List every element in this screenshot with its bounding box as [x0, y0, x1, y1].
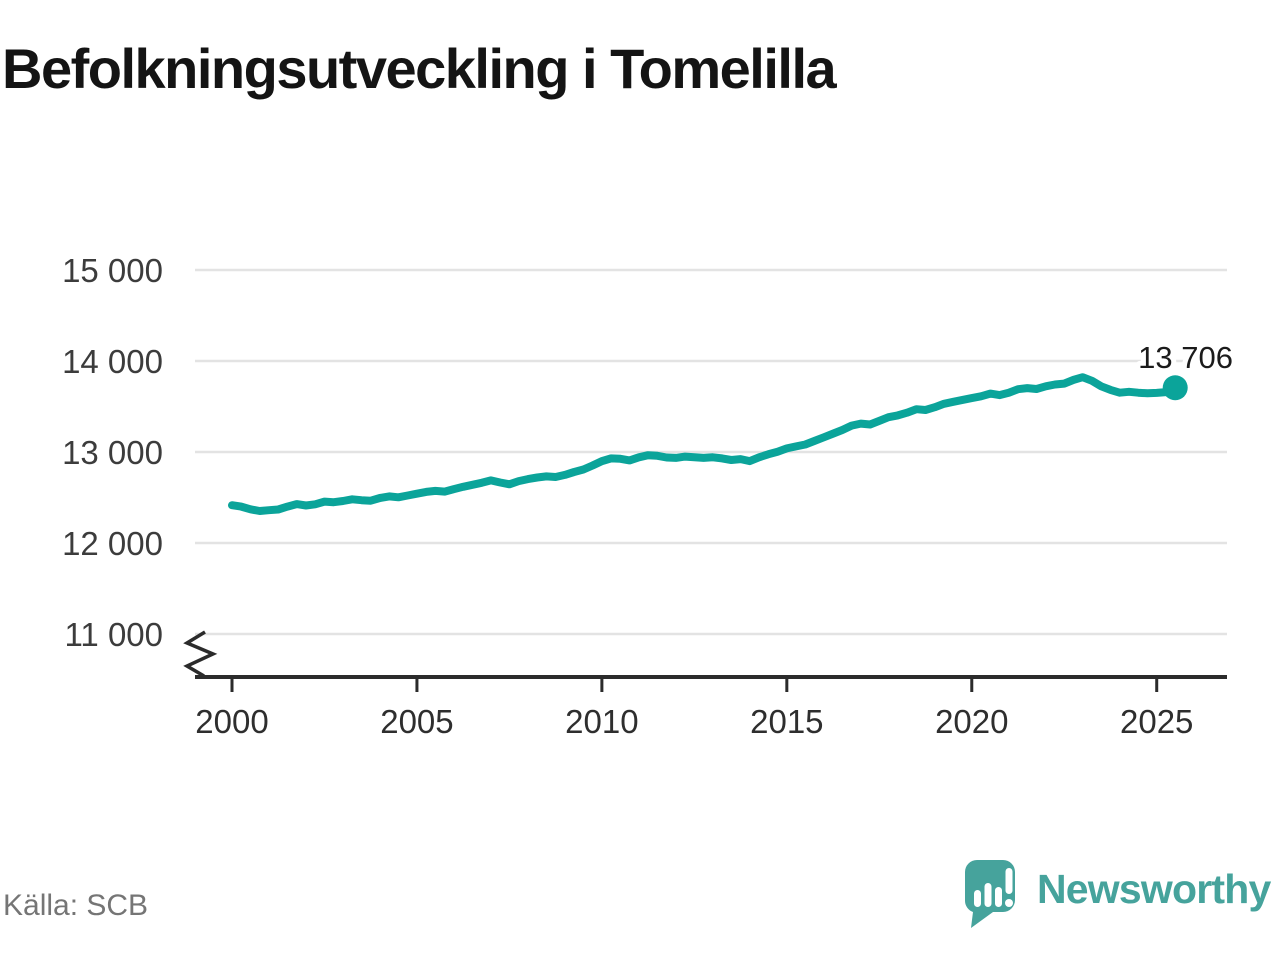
axis-break-icon — [183, 630, 218, 678]
population-series-line — [228, 373, 1180, 515]
newsworthy-logo-text: Newsworthy — [1037, 866, 1271, 912]
chart-title: Befolkningsutveckling i Tomelilla — [2, 37, 837, 100]
y-tick-label: 12 000 — [62, 525, 163, 562]
logo-bar-chart-glyph — [974, 868, 1013, 907]
y-tick-label: 13 000 — [62, 434, 163, 471]
x-tick-label: 2020 — [935, 703, 1008, 740]
y-tick-label: 15 000 — [62, 252, 163, 289]
newsworthy-logo: Newsworthy — [963, 860, 1280, 935]
x-tick-label: 2010 — [565, 703, 638, 740]
x-tick-label: 2025 — [1120, 703, 1193, 740]
last-value-dot — [1162, 375, 1188, 401]
source-caption: Källa: SCB — [3, 889, 149, 922]
newsworthy-logo-icon — [965, 860, 1015, 928]
x-tick-label: 2000 — [195, 703, 268, 740]
x-tick-label: 2005 — [380, 703, 453, 740]
population-line-chart: 11 000 12 000 13 000 14 000 15 000 2000 2005 20… — [62, 252, 1233, 740]
y-tick-label: 14 000 — [62, 343, 163, 380]
y-tick-label: 11 000 — [65, 616, 163, 653]
x-tick-label: 2015 — [750, 703, 823, 740]
last-value-label: 13 706 — [1138, 340, 1233, 375]
